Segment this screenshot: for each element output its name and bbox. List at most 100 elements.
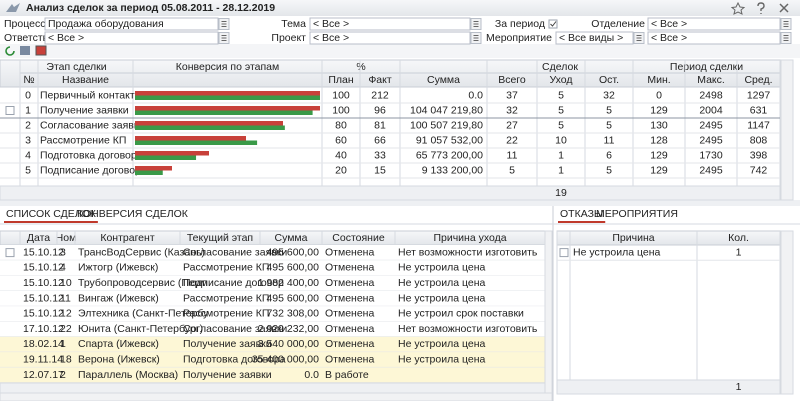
plan-bar [135,121,283,126]
deal-cell: 22 [60,323,72,335]
deal-cell: 15.10.12 [23,262,64,274]
deal-cell: Параллель (Москва) [78,369,178,381]
deal-cell: 19.11.14 [23,353,63,365]
stage-name: Получение заявки [40,104,129,116]
filter-value: < Все > [651,32,687,44]
cell-total: 22 [506,134,518,146]
cell-left: 10 [555,134,567,146]
deal-cell: 17.10.12 [23,323,64,335]
cell-fact: 96 [374,104,386,116]
left-total: 19 [555,187,567,199]
checkbox[interactable] [6,107,14,115]
cell-sum: 100 507 219,80 [410,119,483,131]
cell-min: 128 [650,134,668,146]
stage-name: Подготовка договора [40,149,143,161]
deal-cell: 3 [60,246,66,258]
stage-number: 5 [25,164,31,176]
tab[interactable]: МЕРОПРИЯТИЯ [596,208,678,220]
cell-sum: 0.0 [468,89,483,101]
plan-bar [135,166,172,171]
deal-cell: Нет возможности изготовить [398,323,538,335]
column-header: Контрагент [100,232,154,244]
cell-min: 0 [656,89,662,101]
cell-left: 1 [558,149,564,161]
cell-sum: 91 057 532,00 [416,134,483,146]
stage-name: Первичный контакт [40,89,135,101]
deal-cell: Отменена [325,262,374,274]
column-header: Ост. [599,74,619,86]
cell-avg: 742 [750,164,768,176]
deal-cell: Получение заявки [183,369,272,381]
stage-name: Согласование заявки [40,119,144,131]
table-footer [557,380,780,394]
column-header: Кол. [728,232,749,244]
scrollbar [545,231,552,393]
checkbox[interactable] [6,249,14,257]
deal-cell: 12.07.17 [23,369,64,381]
column-header: Сумма [427,74,460,86]
deal-cell: Рассмотрение КП [183,308,269,320]
stage-name: Подписание договора [40,164,147,176]
column-group-header: Этап сделки [46,61,106,73]
column-header: Текущий этап [187,232,253,244]
cell-plan: 100 [332,104,350,116]
deal-cell: 18 [60,353,72,365]
refusal-reason: Не устроила цена [573,246,660,258]
tab-underline [4,221,98,223]
splitter [0,200,800,206]
deal-cell: Отменена [325,353,374,365]
filter-value: < Все > [313,18,349,30]
cell-rest: 11 [604,134,615,146]
export-button[interactable] [36,46,46,55]
tab[interactable]: КОНВЕРСИЯ СДЕЛОК [77,208,189,220]
filter-label: Отделение [591,18,645,30]
cell-min: 129 [650,164,668,176]
deal-cell: Верона (Ижевск) [78,353,160,365]
cell-rest: 6 [606,149,612,161]
fact-bar [135,111,313,116]
cell-plan: 40 [335,149,347,161]
print-button[interactable] [20,46,30,55]
filter-value: < Все виды > [559,32,623,44]
cell-total: 32 [506,104,518,116]
column-group-header: Период сделки [670,61,743,73]
checkbox[interactable] [549,20,557,28]
cell-sum: 65 773 200,00 [416,149,483,161]
deal-cell: Не устроила цена [398,338,485,350]
column-header: Факт [368,74,392,86]
cell-plan: 100 [332,89,350,101]
cell-left: 5 [558,104,564,116]
column-header: Дата [27,232,50,244]
fact-bar [135,141,257,146]
cell-min: 129 [650,104,668,116]
cell-rest: 5 [606,164,612,176]
deal-cell: Рассмотрение КП [183,262,269,274]
cell-fact: 66 [374,134,386,146]
deal-cell: 15.10.12 [23,292,64,304]
column-header: № [23,74,34,86]
cell-max: 1730 [699,149,723,161]
cell-fact: 81 [374,119,386,131]
refusal-total: 1 [736,381,742,393]
deal-cell: В работе [325,369,369,381]
deal-cell: Нет возможности изготовить [398,246,538,258]
column-header: Уход [549,74,572,86]
cell-avg: 1147 [747,119,770,131]
column-group-header: Конверсия по этапам [176,61,279,73]
cell-avg: 631 [750,104,768,116]
deal-cell: Отменена [325,338,374,350]
deal-cell: 495 600,00 [266,262,319,274]
deal-cell: Отменена [325,323,374,335]
tab-underline [558,221,605,223]
column-header: Причина ухода [433,232,506,244]
deal-cell: Не устроила цена [398,277,485,289]
column-header: Макс. [697,74,725,86]
plan-bar [135,136,246,141]
cell-left: 5 [558,119,564,131]
deal-cell: Ижтогр (Ижевск) [78,262,158,274]
column-header: Причина [612,232,654,244]
checkbox[interactable] [560,249,568,257]
cell-sum: 9 133 200,00 [422,164,483,176]
deal-cell: 18.02.14 [23,338,64,350]
stage-number: 3 [25,134,31,146]
